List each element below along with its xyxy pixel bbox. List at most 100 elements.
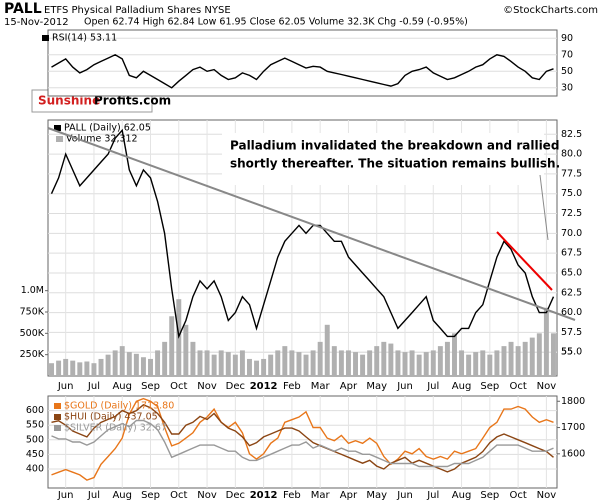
volume-bar: [508, 341, 514, 376]
volume-bar: [501, 346, 507, 376]
x-tick-label: Jul: [87, 381, 100, 392]
y-tick-label: 600: [26, 405, 44, 416]
volume-bar: [494, 350, 500, 376]
volume-bar: [367, 350, 373, 376]
source: ©StockCharts.com: [503, 5, 598, 16]
legend-swatch: [42, 35, 49, 41]
quote: Open 62.74 High 62.84 Low 61.95 Close 62…: [84, 17, 468, 28]
volume-bar: [162, 341, 168, 376]
y-tick-label: 72.5: [561, 208, 582, 219]
legend-label: PALL (Daily) 62.05: [64, 123, 151, 134]
y-tick-label: 80.0: [561, 149, 582, 160]
x-tick-label: Aug: [452, 490, 472, 501]
volume-bar: [98, 358, 104, 376]
volume-bar: [550, 333, 556, 376]
volume-bar: [360, 354, 366, 376]
volume-bar: [353, 352, 358, 376]
x-tick-label: May: [366, 490, 387, 501]
annotation: Palladium invalidated the breakdown and …: [230, 139, 559, 153]
y-tick-label: 250K: [20, 349, 45, 360]
y-tick-label: 1800: [561, 396, 585, 407]
volume-bar: [197, 350, 203, 376]
x-tick-label: Apr: [340, 490, 358, 501]
y-tick-label: 500K: [20, 328, 45, 339]
x-tick-label: 2012: [250, 381, 278, 392]
x-tick-label: Mar: [311, 381, 331, 392]
x-tick-label: Nov: [537, 381, 557, 392]
x-tick-label: Sep: [141, 490, 160, 501]
volume-bar: [437, 346, 443, 376]
volume-bar: [247, 358, 252, 376]
volume-bar: [444, 341, 450, 376]
y-tick-label: 500: [26, 434, 44, 445]
volume-bar: [374, 346, 380, 376]
volume-bar: [148, 358, 153, 376]
series-line: [50, 128, 555, 339]
y-tick-label: 550: [26, 420, 44, 431]
y-tick-label: 57.5: [561, 327, 582, 338]
security-name: ETFS Physical Palladium Shares NYSE: [44, 5, 231, 16]
volume-bar: [133, 353, 139, 376]
x-tick-label: 2012: [250, 490, 278, 501]
x-tick-label: Jun: [57, 381, 74, 392]
x-tick-label: Sep: [480, 490, 499, 501]
y-tick-label: 60.0: [561, 307, 582, 318]
x-tick-label: Apr: [340, 381, 358, 392]
logo-black: Profits.com: [94, 94, 171, 108]
volume-bar: [324, 324, 330, 376]
volume-bar: [218, 350, 224, 376]
x-tick-label: Oct: [170, 490, 187, 501]
volume-bar: [303, 354, 309, 376]
x-tick-label: Jul: [426, 490, 439, 501]
x-tick-label: May: [366, 381, 387, 392]
volume-bar: [487, 354, 493, 376]
x-tick-label: Dec: [226, 381, 245, 392]
volume-bar: [480, 350, 486, 376]
volume-bar: [190, 341, 196, 376]
volume-bar: [169, 316, 175, 376]
volume-bar: [183, 324, 189, 376]
volume-bar: [423, 352, 429, 376]
volume-bar: [430, 350, 436, 376]
x-tick-label: Jun: [396, 490, 413, 501]
x-tick-label: Feb: [283, 381, 301, 392]
y-tick-label: 75.0: [561, 188, 582, 199]
annotation: shortly thereafter. The situation remain…: [230, 157, 560, 171]
volume-bar: [126, 352, 132, 376]
panel: [47, 29, 558, 97]
x-tick-label: Sep: [141, 381, 160, 392]
y-tick-label: 70.0: [561, 228, 582, 239]
x-tick-label: Oct: [170, 381, 187, 392]
volume-bar: [296, 352, 302, 376]
volume-bar: [452, 333, 457, 376]
y-tick-label: 70: [561, 49, 573, 60]
annotation-pointer: [539, 174, 549, 241]
trend-line: [47, 127, 576, 321]
legend-swatch: [54, 425, 61, 431]
volume-bar: [529, 337, 535, 376]
volume-bar: [381, 341, 387, 376]
volume-bar: [416, 354, 422, 376]
series-line: [51, 419, 554, 468]
y-tick-label: 1700: [561, 422, 585, 433]
legend-label: Volume 32,312: [66, 134, 138, 145]
y-tick-label: 55: [561, 347, 573, 358]
x-tick-label: Mar: [311, 490, 331, 501]
volume-bar: [473, 352, 479, 376]
y-tick-label: 55.0: [561, 347, 582, 358]
x-tick-label: Oct: [509, 490, 526, 501]
volume-bar: [522, 341, 528, 376]
volume-bar: [119, 346, 125, 376]
series-line: [51, 54, 554, 89]
volume-bar: [77, 362, 83, 376]
x-tick-label: Feb: [283, 490, 301, 501]
legend-swatch: [56, 136, 63, 142]
y-tick-label: 77.5: [561, 168, 582, 179]
volume-bar: [49, 363, 55, 376]
y-tick-label: 65.0: [561, 267, 582, 278]
volume-bar: [63, 358, 69, 376]
x-tick-label: Jul: [87, 490, 100, 501]
volume-bar: [459, 350, 465, 376]
